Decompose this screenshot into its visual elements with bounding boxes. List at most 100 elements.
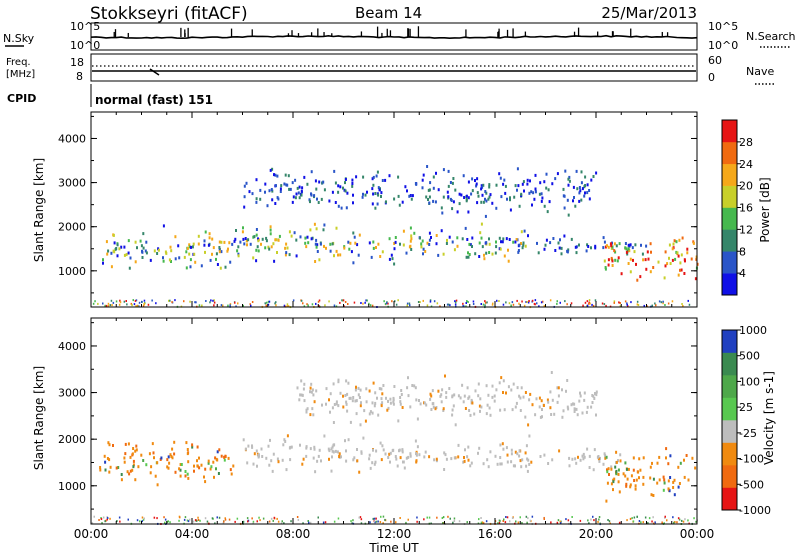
echo-cell — [124, 442, 127, 446]
echo-cell — [286, 434, 289, 438]
echo-cell — [673, 493, 676, 497]
echo-cell — [625, 250, 628, 254]
echo-cell — [137, 465, 140, 469]
echo-cell — [678, 238, 681, 242]
echo-cell — [420, 242, 423, 246]
echo-cell — [467, 180, 470, 184]
echo-cell — [272, 452, 275, 456]
echo-cell — [269, 168, 272, 172]
echo-cell — [260, 447, 263, 451]
echo-cell — [127, 251, 130, 255]
echo-cell — [102, 261, 104, 265]
echo-cell — [527, 234, 529, 238]
echo-cell — [229, 260, 232, 264]
echo-cell — [464, 226, 467, 230]
echo-cell — [561, 388, 563, 392]
echo-cell — [455, 299, 458, 302]
echo-cell — [380, 195, 382, 198]
nsearch-label: N.Search — [746, 30, 796, 43]
colorbar-tick-label: 16 — [739, 202, 753, 215]
echo-cell — [515, 238, 518, 241]
echo-cell — [547, 188, 550, 192]
echo-cell — [493, 394, 496, 398]
echo-cell — [360, 302, 362, 304]
echo-cell — [214, 522, 216, 525]
echo-cell — [380, 387, 383, 391]
echo-cell — [634, 487, 637, 491]
echo-cell — [310, 390, 313, 394]
echo-cell — [428, 516, 431, 519]
echo-cell — [495, 388, 498, 392]
echo-cell — [112, 444, 114, 447]
echo-cell — [164, 250, 167, 254]
echo-cell — [645, 267, 648, 271]
echo-cell — [284, 173, 287, 177]
echo-cell — [112, 301, 115, 304]
echo-cell — [650, 250, 652, 254]
echo-cell — [258, 454, 260, 458]
echo-cell — [447, 515, 449, 518]
nsky-tick-top: 10^5 — [70, 20, 100, 33]
echo-cell — [529, 392, 532, 396]
echo-cell — [223, 240, 226, 244]
echo-cell — [208, 236, 211, 240]
echo-cell — [106, 517, 109, 519]
power-panel-frame — [90, 111, 698, 308]
echo-cell — [275, 301, 277, 304]
echo-cell — [259, 188, 262, 192]
echo-cell — [108, 470, 111, 474]
echo-cell — [144, 249, 147, 253]
echo-cell — [478, 446, 481, 450]
echo-cell — [599, 456, 601, 460]
echo-cell — [215, 467, 217, 471]
echo-cell — [118, 516, 121, 519]
y-tick-label: 1000 — [58, 265, 86, 278]
echo-cell — [105, 304, 108, 307]
echo-cell — [662, 488, 665, 492]
echo-cell — [573, 407, 576, 411]
echo-cell — [351, 182, 354, 185]
echo-cell — [214, 456, 217, 460]
echo-cell — [446, 190, 449, 194]
echo-cell — [491, 303, 494, 306]
echo-cell — [307, 520, 309, 522]
echo-cell — [274, 202, 277, 205]
echo-cell — [592, 515, 594, 518]
echo-cell — [687, 299, 689, 302]
echo-cell — [295, 238, 298, 242]
echo-cell — [484, 197, 486, 201]
echo-cell — [334, 181, 337, 185]
echo-cell — [194, 301, 196, 304]
echo-cell — [179, 474, 182, 478]
echo-cell — [590, 518, 592, 521]
echo-cell — [303, 175, 306, 179]
echo-cell — [236, 517, 239, 520]
echo-cell — [335, 249, 338, 253]
echo-cell — [312, 393, 315, 397]
echo-cell — [243, 184, 246, 188]
echo-cell — [471, 245, 473, 248]
echo-cell — [111, 304, 113, 307]
echo-cell — [296, 386, 299, 390]
echo-cell — [274, 173, 277, 177]
echo-cell — [524, 415, 527, 419]
echo-cell — [588, 299, 591, 302]
echo-cell — [518, 302, 520, 305]
echo-cell — [372, 448, 374, 452]
echo-cell — [322, 228, 325, 232]
echo-cell — [102, 302, 104, 305]
echo-cell — [311, 303, 314, 306]
echo-cell — [533, 197, 536, 201]
echo-cell — [626, 467, 628, 471]
echo-cell — [615, 244, 618, 248]
echo-cell — [359, 423, 362, 427]
echo-cell — [189, 258, 192, 262]
echo-cell — [300, 299, 303, 302]
echo-cell — [371, 401, 374, 405]
echo-cell — [337, 380, 340, 384]
echo-cell — [471, 177, 474, 181]
echo-cell — [619, 302, 621, 304]
echo-cell — [359, 388, 362, 392]
freq-unit: [MHz] — [6, 69, 35, 80]
